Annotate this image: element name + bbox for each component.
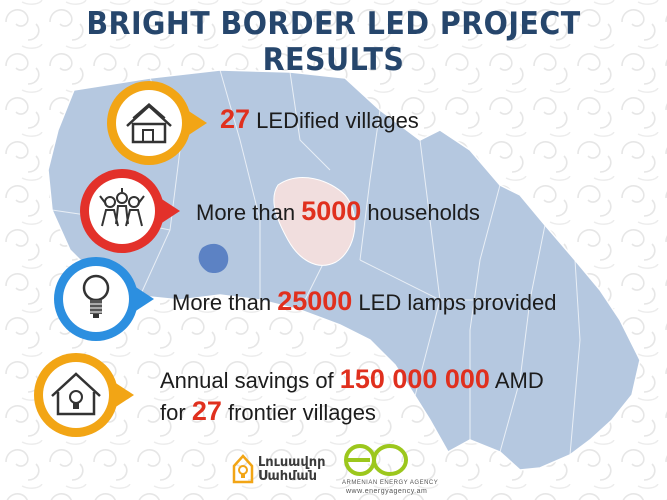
bright-border-logo-line1: Լուսավոր bbox=[258, 455, 326, 470]
villages-label: LEDified villages bbox=[256, 108, 419, 133]
lake-sevan bbox=[273, 177, 356, 266]
house-icon bbox=[107, 81, 207, 165]
households-count: 5000 bbox=[301, 196, 362, 226]
lamps-label: LED lamps provided bbox=[358, 290, 557, 315]
savings-for: for bbox=[160, 400, 186, 425]
savings-prefix: Annual savings of bbox=[160, 368, 334, 393]
energy-agency-name: ARMENIAN ENERGY AGENCY bbox=[342, 480, 439, 486]
frontier-villages-label: frontier villages bbox=[227, 400, 376, 425]
energy-agency-logo-icon bbox=[344, 444, 408, 476]
house-lightbulb-icon bbox=[34, 353, 134, 437]
bright-border-logo-icon bbox=[232, 454, 254, 484]
villages-count: 27 bbox=[220, 104, 251, 134]
lamps-count: 25000 bbox=[277, 286, 353, 316]
frontier-villages-count: 27 bbox=[191, 396, 222, 426]
households-prefix: More than bbox=[196, 200, 296, 225]
savings-amount: 150 000 000 bbox=[339, 364, 490, 394]
households-label: households bbox=[367, 200, 480, 225]
page-title: BRIGHT BORDER LED PROJECT RESULTS bbox=[86, 6, 581, 78]
people-icon bbox=[80, 169, 180, 253]
footer-logos: Լուսավոր Սահման ARMENIAN ENERGY AGENCY w… bbox=[0, 440, 667, 500]
lamps-prefix: More than bbox=[172, 290, 272, 315]
lightbulb-icon bbox=[54, 257, 154, 341]
savings-currency: AMD bbox=[494, 368, 544, 393]
yerevan-marker bbox=[198, 243, 229, 274]
bright-border-logo-line2: Սահման bbox=[258, 469, 317, 484]
energy-agency-url: www.energyagency.am bbox=[346, 488, 428, 495]
